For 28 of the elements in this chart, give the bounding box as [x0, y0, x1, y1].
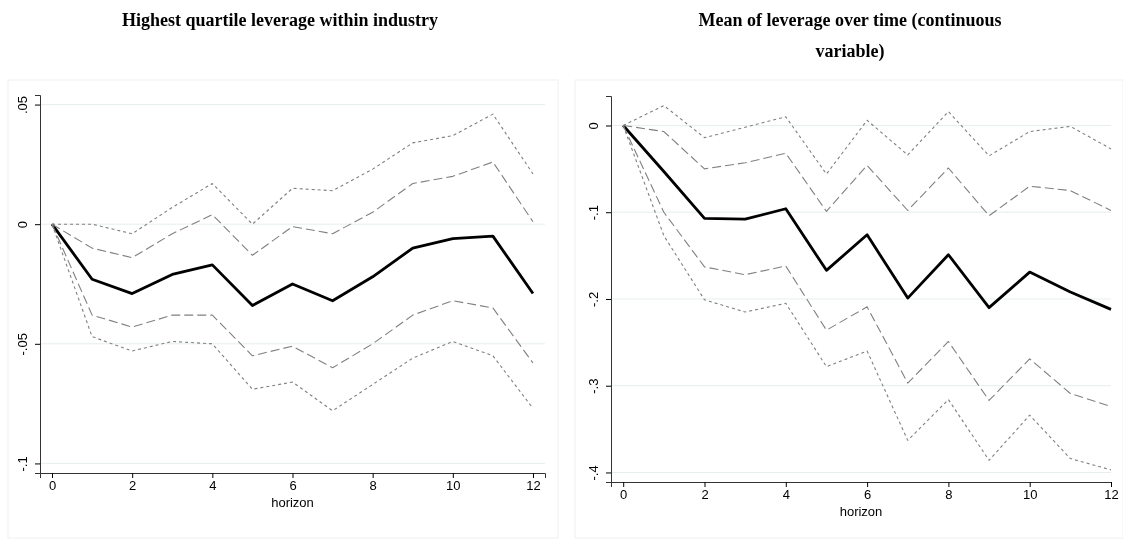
y-tick-label: 0: [586, 122, 601, 130]
x-axis-title: horizon: [839, 504, 883, 519]
x-tick-label: 8: [945, 487, 953, 503]
x-axis-title: horizon: [271, 495, 314, 510]
chart-title: Mean of leverage over time (continuous variable): [698, 10, 1002, 62]
x-tick-label: 12: [526, 478, 541, 494]
x-tick-label: 0: [620, 487, 628, 503]
line-series: [50, 222, 535, 307]
x-tick-label: 6: [863, 487, 872, 503]
y-tick-label: -.05: [15, 333, 30, 356]
y-tick-label: -.2: [586, 291, 601, 308]
x-tick-label: 2: [701, 487, 709, 503]
x-tick-label: 12: [1104, 487, 1119, 503]
x-tick-label: 8: [369, 478, 377, 494]
x-tick-label: 4: [209, 478, 217, 494]
y-tick-label: 0: [15, 221, 30, 229]
y-tick-label: -.1: [586, 205, 601, 221]
x-tick-label: 10: [1022, 487, 1038, 503]
x-tick-label: 4: [782, 487, 790, 503]
y-tick-label: -.1: [15, 456, 30, 472]
x-tick-label: 10: [446, 478, 461, 494]
y-tick-label: -.3: [586, 378, 601, 394]
x-tick-label: 6: [289, 478, 297, 494]
x-tick-label: 2: [129, 478, 137, 494]
y-tick-label: .05: [15, 96, 30, 115]
chart-title: Highest quartile leverage within industry: [122, 10, 438, 30]
x-tick-label: 0: [48, 478, 57, 494]
y-tick-label: -.4: [586, 465, 601, 481]
